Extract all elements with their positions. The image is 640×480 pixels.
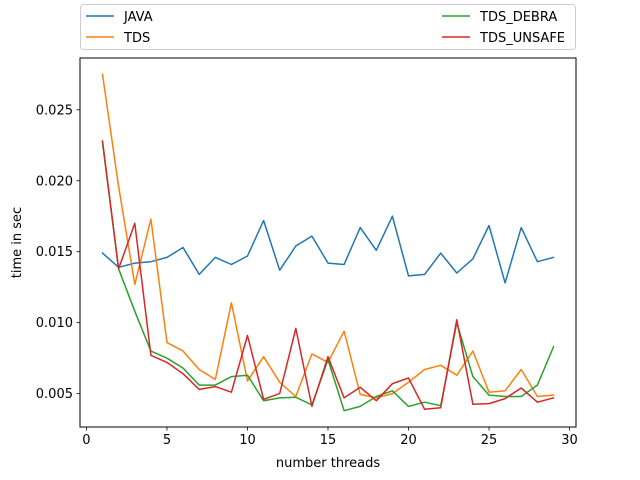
x-axis-ticks: 0 5 10 15 20 25 30 (82, 427, 578, 448)
x-tick-label: 5 (163, 433, 171, 448)
y-tick-label: 0.005 (36, 387, 73, 402)
x-tick-label: 0 (82, 433, 90, 448)
legend-entries: JAVA TDS TDS_DEBRA TDS_UNSAFE (86, 10, 565, 46)
x-tick-label: 30 (561, 433, 578, 448)
y-tick-label: 0.020 (36, 174, 73, 189)
series-lines (101, 73, 555, 412)
legend-label: TDS_DEBRA (479, 10, 557, 25)
y-tick-label: 0.010 (36, 316, 73, 331)
series-line-java (101, 215, 555, 284)
x-tick-label: 20 (400, 433, 417, 448)
legend-label: JAVA (123, 10, 153, 25)
y-tick-label: 0.025 (36, 103, 73, 118)
legend-label: TDS_UNSAFE (479, 31, 565, 46)
legend: JAVA TDS TDS_DEBRA TDS_UNSAFE (80, 4, 576, 50)
legend-label: TDS (123, 31, 150, 46)
series-line-tds-debra (101, 141, 555, 412)
series-line-tds (101, 73, 555, 399)
x-tick-label: 25 (481, 433, 498, 448)
x-axis-label: number threads (276, 456, 380, 471)
y-axis-ticks: 0.005 0.010 0.015 0.020 0.025 (36, 103, 80, 402)
series-line-tds-unsafe (101, 140, 555, 411)
y-axis-label: time in sec (10, 207, 25, 278)
x-tick-label: 15 (320, 433, 337, 448)
x-tick-label: 10 (239, 433, 256, 448)
y-tick-label: 0.015 (36, 245, 73, 260)
